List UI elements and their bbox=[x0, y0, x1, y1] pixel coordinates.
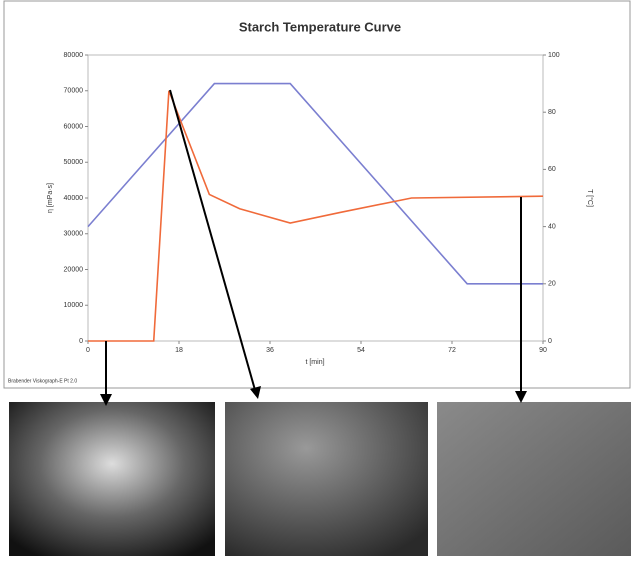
x-tick-label: 90 bbox=[539, 347, 547, 354]
x-tick-label: 18 bbox=[175, 347, 183, 354]
micrograph-granules bbox=[9, 402, 215, 556]
y2-tick-label: 20 bbox=[548, 281, 556, 288]
y-tick-label: 50000 bbox=[64, 159, 84, 166]
arrowheads bbox=[100, 386, 527, 406]
x-tick-label: 0 bbox=[86, 347, 90, 354]
x-axis-label: t [min] bbox=[305, 359, 324, 366]
y-tick-label: 60000 bbox=[64, 123, 84, 130]
micrograph-gel bbox=[437, 402, 631, 556]
y2-tick-label: 60 bbox=[548, 166, 556, 173]
footnote: Brabender Viskograph-E Pt 2.0 bbox=[8, 378, 77, 384]
y-tick-label: 70000 bbox=[64, 88, 84, 95]
y2-tick-label: 80 bbox=[548, 109, 556, 116]
y-tick-label: 30000 bbox=[64, 231, 84, 238]
y-axis-label: η [mPa·s] bbox=[47, 183, 54, 213]
series-line bbox=[88, 90, 544, 342]
micrographs bbox=[9, 402, 631, 556]
y2-tick-label: 0 bbox=[548, 338, 552, 345]
y2-tick-label: 100 bbox=[548, 52, 560, 59]
y-tick-label: 20000 bbox=[64, 266, 84, 273]
micrograph-swollen bbox=[225, 402, 428, 556]
y-tick-label: 80000 bbox=[64, 52, 84, 59]
x-tick-label: 54 bbox=[357, 347, 365, 354]
y-tick-label: 10000 bbox=[64, 302, 84, 309]
y2-tick-label: 40 bbox=[548, 223, 556, 230]
chart-frame bbox=[3, 0, 631, 389]
x-tick-label: 36 bbox=[266, 347, 274, 354]
x-tick-label: 72 bbox=[448, 347, 456, 354]
y-tick-label: 40000 bbox=[64, 195, 84, 202]
y-tick-label: 0 bbox=[79, 338, 83, 345]
y2-axis-label: T [°C] bbox=[586, 189, 594, 207]
arrows bbox=[105, 89, 522, 396]
chart-title: Starch Temperature Curve bbox=[239, 19, 401, 34]
series-line bbox=[87, 82, 543, 285]
